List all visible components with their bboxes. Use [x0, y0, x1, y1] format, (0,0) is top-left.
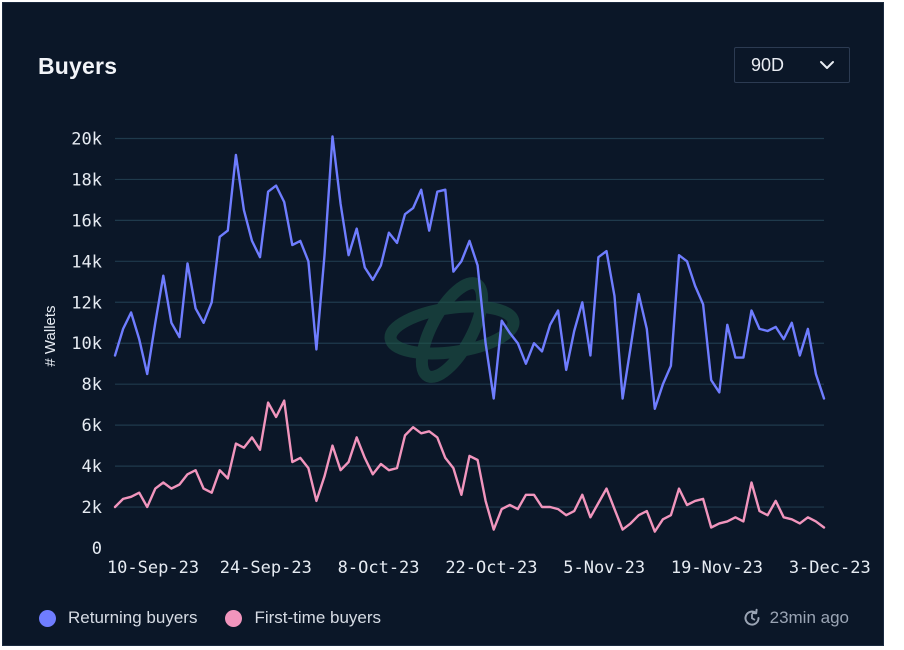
x-tick-label: 19-Nov-23 [671, 558, 763, 578]
last-updated-text: 23min ago [769, 608, 849, 627]
time-range-select[interactable]: 90D [734, 47, 850, 83]
x-tick-label: 10-Sep-23 [107, 558, 199, 578]
time-range-value: 90D [751, 54, 785, 75]
y-tick-label: 4k [82, 457, 102, 477]
chart-gridlines [115, 137, 824, 508]
chart-series [113, 135, 826, 533]
y-tick-label: 18k [71, 170, 102, 190]
x-tick-label: 8-Oct-23 [338, 558, 420, 578]
y-axis-ticks: 0 2k 4k 6k 8k 10k 12k 14k 16k 18k 20k [71, 129, 102, 559]
x-axis-ticks: 10-Sep-23 24-Sep-23 8-Oct-23 22-Oct-23 5-Nov… [107, 558, 871, 578]
x-tick-label: 22-Oct-23 [445, 558, 537, 578]
y-tick-label: 16k [71, 211, 102, 231]
y-tick-label: 6k [82, 416, 102, 436]
legend-item-first-time[interactable]: First-time buyers [225, 608, 381, 628]
legend-swatch-first-time [225, 609, 243, 627]
y-tick-label: 10k [71, 334, 102, 354]
last-updated: 23min ago [742, 608, 849, 628]
y-tick-label: 12k [71, 293, 102, 313]
series-line-first-time-buyers[interactable] [113, 399, 826, 533]
legend-label-first-time: First-time buyers [254, 608, 382, 627]
y-tick-label: 14k [71, 252, 102, 272]
x-tick-label: 24-Sep-23 [220, 558, 312, 578]
legend-label-returning: Returning buyers [68, 608, 198, 627]
buyers-card: Buyers 90D Returning buyers First-time b… [2, 2, 884, 646]
chart-title: Buyers [38, 53, 118, 79]
refresh-clock-icon [744, 608, 760, 626]
x-tick-label: 3-Dec-23 [789, 558, 871, 578]
y-tick-label: 8k [82, 375, 102, 395]
series-line-returning-buyers[interactable] [113, 135, 826, 410]
chart-legend: Returning buyers First-time buyers [39, 608, 409, 628]
legend-swatch-returning [39, 609, 56, 627]
x-tick-label: 5-Nov-23 [563, 558, 645, 578]
watermark-logo-icon [384, 277, 520, 383]
y-tick-label: 2k [82, 498, 102, 518]
y-tick-label: 0 [92, 539, 102, 559]
chevron-down-icon [820, 61, 834, 69]
y-axis-label: # Wallets [42, 305, 59, 366]
y-tick-label: 20k [71, 129, 102, 149]
legend-item-returning[interactable]: Returning buyers [39, 608, 197, 628]
